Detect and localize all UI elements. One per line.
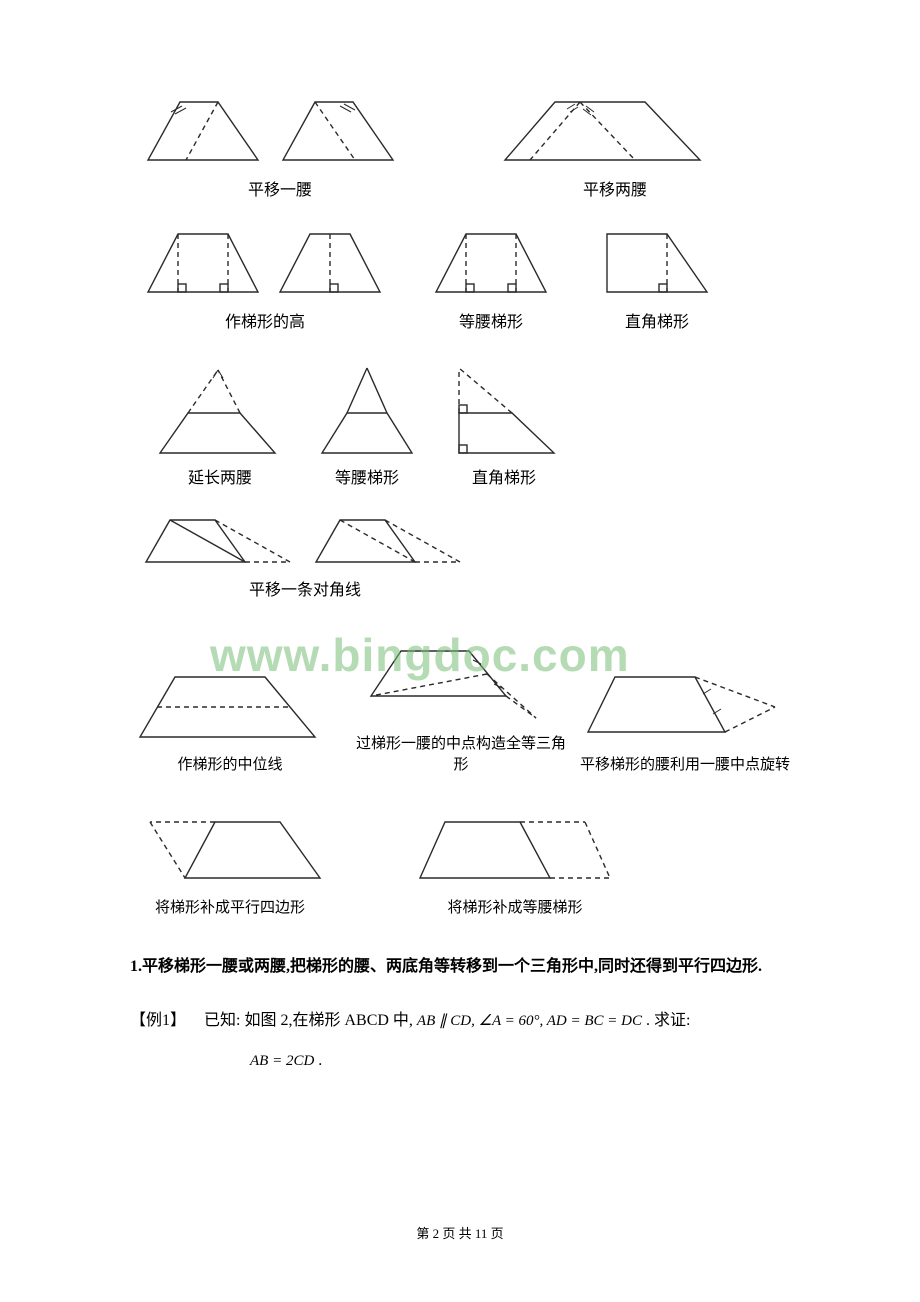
label-extend-legs: 延长两腰 bbox=[188, 464, 252, 488]
label-isosceles: 等腰梯形 bbox=[459, 308, 523, 332]
fig-extend-both-legs bbox=[150, 358, 290, 458]
figure-row-4: 平移一条对角线 bbox=[130, 510, 790, 618]
example-tag: 【例1】 bbox=[130, 1006, 186, 1030]
fig-complete-parallelogram bbox=[130, 810, 330, 890]
example-formula-1: AB ∥ CD, ∠A = 60°, AD = BC = DC bbox=[417, 1013, 642, 1029]
label-complete-parallelogram: 将梯形补成平行四边形 bbox=[155, 896, 305, 917]
label-midpoint-rotate: 平移梯形的腰利用一腰中点旋转 bbox=[580, 753, 790, 774]
example-mid: . 求证: bbox=[646, 1012, 690, 1029]
fig-isosceles-height bbox=[426, 222, 556, 302]
label-heights: 作梯形的高 bbox=[225, 308, 305, 332]
label-midpoint-congruent: 过梯形一腰的中点构造全等三角形 bbox=[350, 732, 572, 774]
example-formula-2: AB = 2CD bbox=[250, 1053, 314, 1069]
fig-diag-b bbox=[310, 510, 470, 570]
label-translate-one-leg: 平移一腰 bbox=[248, 176, 312, 200]
example-suffix: . bbox=[318, 1052, 322, 1069]
label-isosceles-extend: 等腰梯形 bbox=[335, 464, 399, 488]
figure-row-1: 平移一腰 平移两腰 bbox=[130, 90, 790, 218]
fig-right-extend bbox=[444, 358, 564, 458]
example-1: 【例1】 已知: 如图 2,在梯形 ABCD 中, AB ∥ CD, ∠A = … bbox=[130, 1006, 790, 1030]
fig-translate-one-leg bbox=[140, 90, 420, 170]
label-translate-both-legs: 平移两腰 bbox=[583, 176, 647, 200]
fig-isosceles-extend bbox=[312, 358, 422, 458]
body-text-1: 1.平移梯形一腰或两腰,把梯形的腰、两底角等转移到一个三角形中,同时还得到平行四… bbox=[130, 953, 790, 982]
example-text: 已知: 如图 2,在梯形 ABCD 中, AB ∥ CD, ∠A = 60°, … bbox=[204, 1006, 690, 1030]
label-midline: 作梯形的中位线 bbox=[177, 753, 282, 774]
label-complete-isosceles: 将梯形补成等腰梯形 bbox=[447, 896, 582, 917]
figure-row-3: 延长两腰 等腰梯形 直角梯形 bbox=[130, 358, 790, 506]
figure-row-6: 将梯形补成平行四边形 将梯形补成等腰梯形 bbox=[130, 810, 790, 935]
page-footer: 第 2 页 共 11 页 bbox=[0, 1223, 920, 1242]
label-right-trap: 直角梯形 bbox=[625, 308, 689, 332]
fig-complete-isosceles bbox=[410, 810, 620, 890]
fig-right-trapezoid-height bbox=[592, 222, 722, 302]
label-right-extend: 直角梯形 bbox=[472, 464, 536, 488]
fig-diag-a bbox=[140, 510, 300, 570]
watermark-text: www.bingdoc.com bbox=[210, 628, 630, 682]
label-diagonal: 平移一条对角线 bbox=[140, 576, 470, 600]
fig-translate-both-legs bbox=[500, 90, 730, 170]
example-line-2: AB = 2CD . bbox=[250, 1052, 790, 1070]
page-content: 平移一腰 平移两腰 bbox=[0, 0, 920, 1070]
figure-row-2: 作梯形的高 等腰梯形 直角梯形 bbox=[130, 222, 790, 350]
fig-trapezoid-heights bbox=[140, 222, 390, 302]
example-prefix: 已知: 如图 2,在梯形 ABCD 中, bbox=[204, 1012, 417, 1029]
